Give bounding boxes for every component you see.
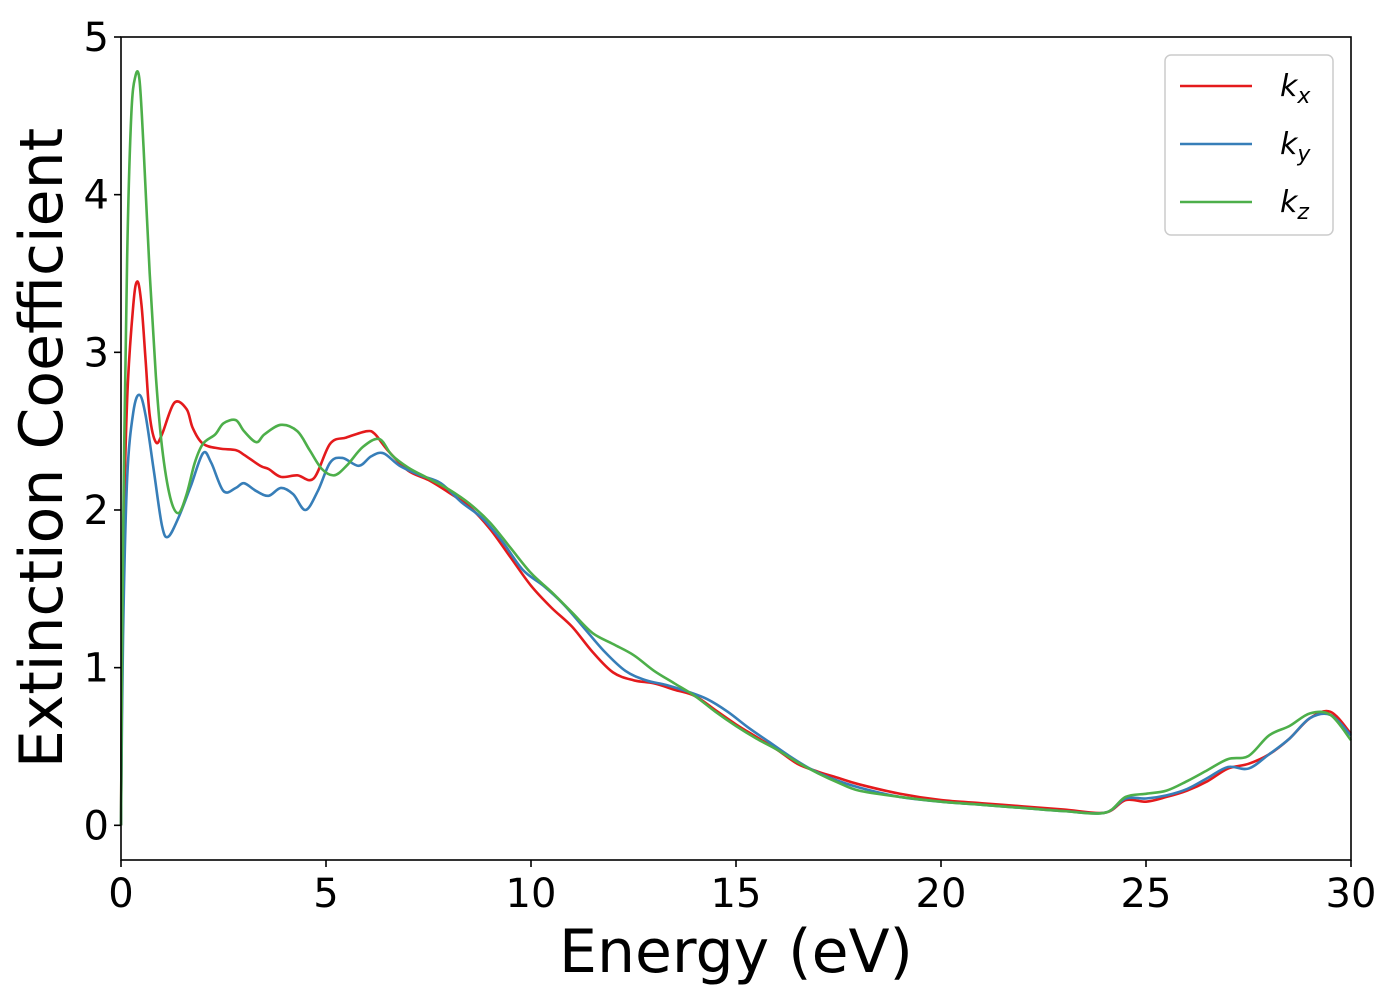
x-ticks: 0 5 10 15 20 25 30: [108, 860, 1376, 917]
x-tick-label: 5: [313, 871, 338, 917]
legend: kx ky kz: [1164, 54, 1334, 236]
x-tick-label: 10: [506, 871, 557, 917]
y-tick-label: 1: [84, 646, 109, 692]
y-tick-label: 4: [84, 173, 109, 219]
legend-label-z: kz: [1280, 185, 1309, 225]
y-tick-label: 0: [84, 803, 109, 849]
x-axis-label: Energy (eV): [559, 917, 913, 987]
y-tick-label: 3: [84, 330, 109, 376]
legend-label-x: kx: [1280, 69, 1311, 109]
y-ticks: 0 1 2 3 4 5: [84, 15, 121, 849]
legend-label-y: ky: [1280, 127, 1311, 167]
y-tick-label: 2: [84, 488, 109, 534]
series-layer: [119, 69, 1353, 826]
y-tick-label: 5: [84, 15, 109, 61]
y-axis-label: Extinction Coefficient: [7, 128, 77, 768]
series-line-z: [119, 69, 1353, 826]
x-tick-label: 30: [1326, 871, 1377, 917]
x-tick-label: 25: [1121, 871, 1172, 917]
x-tick-label: 15: [711, 871, 762, 917]
x-tick-label: 20: [916, 871, 967, 917]
x-tick-label: 0: [108, 871, 133, 917]
